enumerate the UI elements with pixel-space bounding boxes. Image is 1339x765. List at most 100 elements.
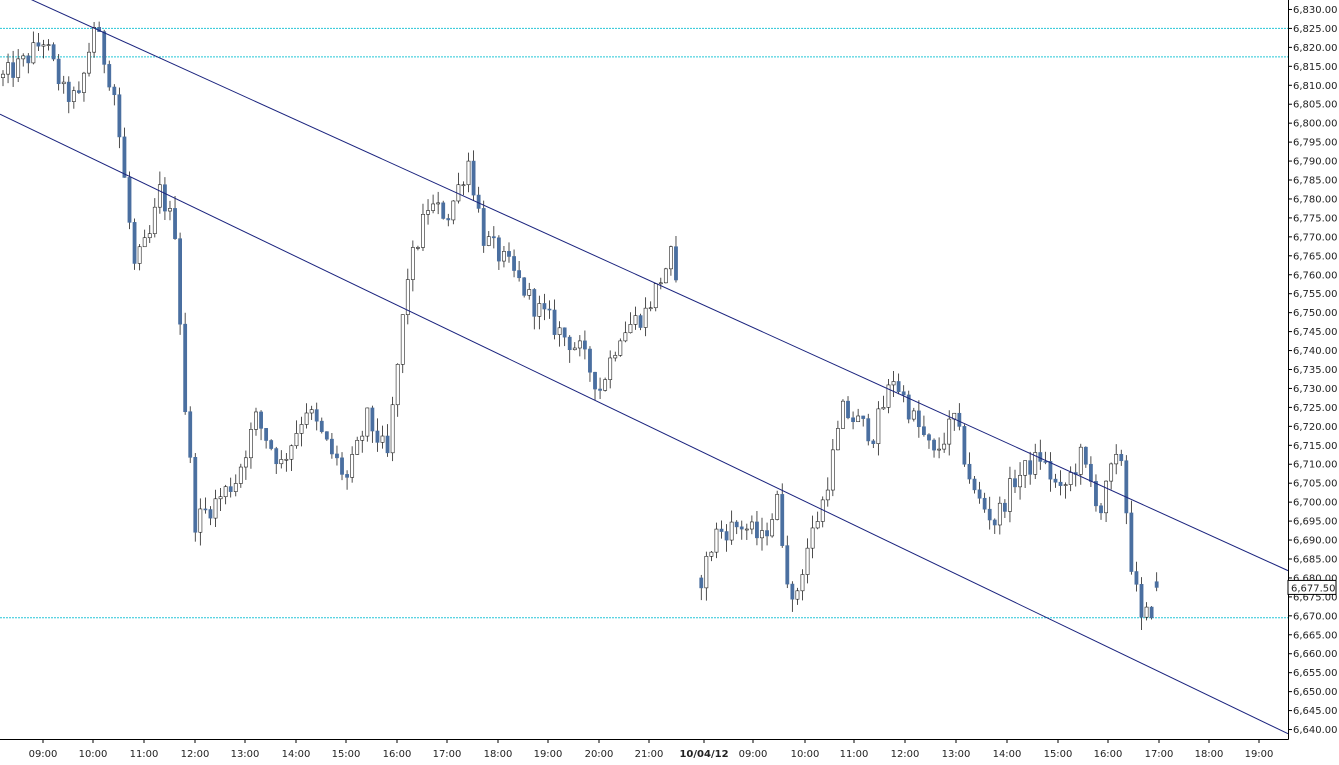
candle-body [542, 303, 547, 310]
candle [370, 405, 375, 443]
candle [755, 511, 759, 546]
candle [198, 498, 203, 546]
candle-body [1063, 484, 1068, 486]
candle-body [1023, 460, 1028, 476]
candle-body [147, 233, 152, 239]
candle-body [223, 486, 228, 498]
candle [638, 313, 643, 331]
candle-body [663, 268, 668, 284]
candle [901, 385, 906, 403]
candle-body [314, 409, 319, 422]
candle [456, 172, 461, 204]
candle-body [183, 323, 188, 413]
y-tick-label: 6,690.00 [1293, 536, 1338, 547]
candle [51, 42, 56, 62]
candle [653, 283, 658, 312]
candle [102, 29, 107, 74]
candle [208, 506, 213, 526]
candle [1063, 482, 1068, 499]
y-tick-label: 6,825.00 [1293, 24, 1338, 35]
candle [856, 408, 861, 423]
candle [572, 342, 577, 351]
candle-body [881, 407, 886, 410]
candle-body [279, 459, 284, 465]
candle [598, 377, 602, 400]
candle-body [1018, 474, 1022, 488]
candle-body [653, 283, 658, 309]
candle [1008, 466, 1012, 523]
candle-body [927, 434, 931, 441]
candle [203, 497, 208, 514]
candle-body [1008, 478, 1012, 512]
candle [46, 39, 51, 51]
candle [254, 407, 258, 436]
candle-body [562, 327, 567, 338]
candle-body [395, 364, 400, 406]
candle [309, 405, 314, 420]
candle [1149, 606, 1154, 620]
candle [6, 53, 10, 84]
candle [618, 338, 623, 357]
candle-body [157, 184, 162, 208]
candle-body [942, 443, 947, 450]
candle-body [1114, 454, 1119, 465]
candle [375, 418, 380, 452]
candle [851, 411, 855, 430]
candle [952, 412, 957, 431]
candle-body [335, 453, 339, 459]
candle-body [537, 303, 542, 317]
candle [1068, 466, 1073, 492]
candle-body [861, 415, 866, 419]
candle-body [775, 494, 780, 520]
y-tick-label: 6,655.00 [1293, 668, 1338, 679]
x-tick-label: 18:00 [1195, 749, 1224, 760]
candle-body [243, 457, 248, 468]
candle-body [1028, 460, 1033, 475]
candle-body [805, 547, 810, 575]
candle [1053, 473, 1058, 488]
candle-body [208, 509, 213, 519]
candle-body [643, 307, 648, 328]
candle [947, 410, 952, 456]
candle-body [178, 238, 183, 325]
candle [729, 510, 734, 545]
candle [486, 231, 491, 247]
candle [152, 198, 157, 238]
candle-body [724, 531, 729, 541]
candle-body [1099, 505, 1103, 514]
candle-body [304, 412, 309, 425]
candle [137, 244, 142, 271]
candle-body [56, 58, 61, 85]
candle [577, 335, 582, 357]
candle [648, 301, 653, 312]
candle-body [238, 466, 243, 484]
candle [188, 406, 193, 464]
candle [674, 236, 678, 283]
x-tick-label: 13:00 [231, 749, 260, 760]
y-tick-label: 6,725.00 [1293, 403, 1338, 414]
candle-body [375, 430, 380, 443]
candle [36, 33, 41, 52]
candle-body [755, 521, 759, 539]
candle-body [658, 282, 663, 285]
candle [163, 177, 167, 220]
candle [491, 226, 496, 249]
y-tick-label: 6,705.00 [1293, 479, 1338, 490]
candle-body [628, 324, 633, 334]
candle [1139, 577, 1144, 631]
axes [0, 0, 1289, 740]
candle-body [765, 530, 769, 537]
candle-body [835, 428, 840, 451]
candle [1043, 451, 1048, 465]
candle-body [749, 521, 754, 530]
candle-body [254, 411, 258, 430]
candle-body [886, 384, 891, 408]
candle-body [426, 210, 430, 215]
candles [1, 21, 1159, 631]
candle [1124, 455, 1129, 525]
candle [446, 213, 451, 227]
candle [744, 523, 749, 540]
candle-body [370, 407, 375, 432]
candle [233, 474, 238, 497]
